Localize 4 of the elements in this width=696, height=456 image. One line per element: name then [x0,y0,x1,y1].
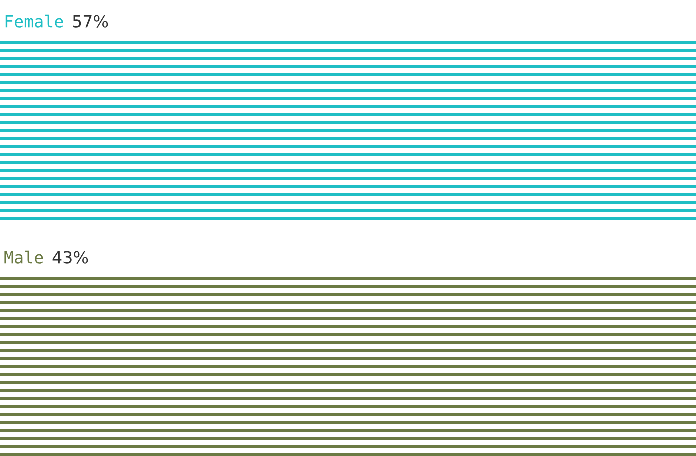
category-label: Female [6,14,64,28]
data-label: 57% [73,15,108,28]
data-label: 43% [52,251,88,264]
category-label: Male [4,250,44,264]
